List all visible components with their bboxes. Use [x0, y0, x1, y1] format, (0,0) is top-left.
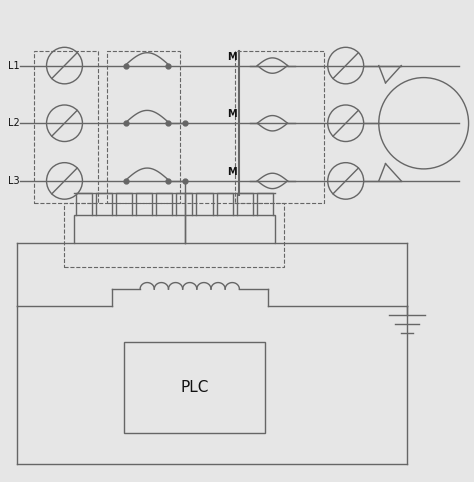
Bar: [64, 202, 284, 268]
Bar: [34, 51, 98, 202]
Text: PLC: PLC: [180, 380, 209, 395]
Bar: [74, 214, 275, 243]
Text: L1: L1: [8, 61, 19, 70]
Text: M: M: [228, 167, 237, 177]
Text: L2: L2: [8, 118, 19, 128]
Bar: [124, 342, 265, 433]
Bar: [107, 51, 180, 202]
Text: M: M: [228, 52, 237, 62]
Text: M: M: [228, 109, 237, 120]
Bar: [235, 51, 324, 202]
Text: L3: L3: [8, 176, 19, 186]
